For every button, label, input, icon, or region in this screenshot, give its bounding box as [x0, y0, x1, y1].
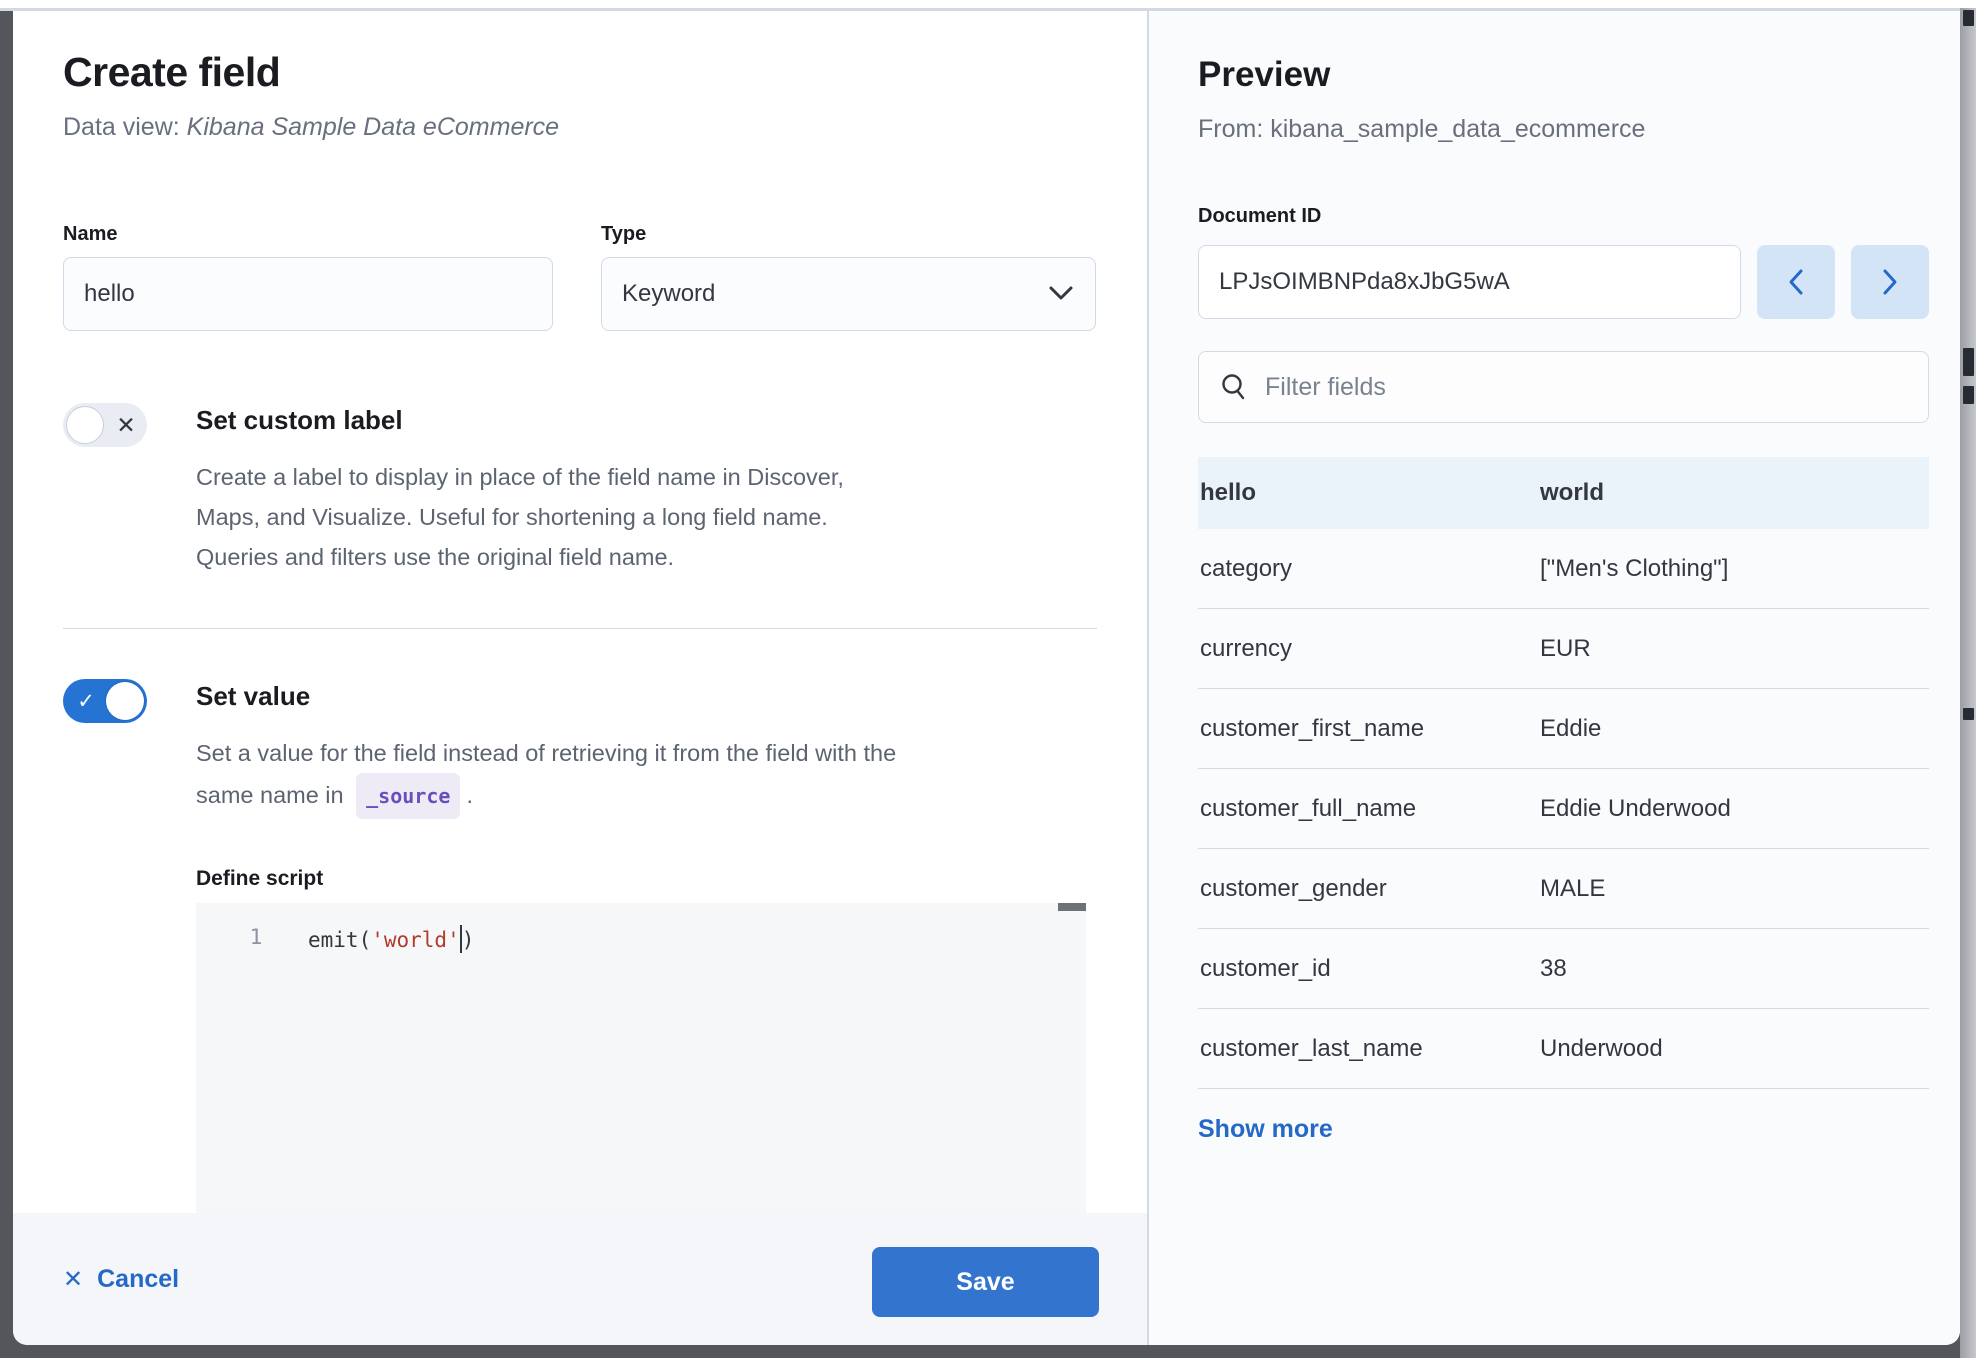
field-name: customer_id	[1200, 954, 1331, 982]
preview-panel: Preview From: kibana_sample_data_ecommer…	[1147, 11, 1960, 1345]
window-right-gutter	[1960, 8, 1976, 1358]
field-value: MALE	[1540, 874, 1606, 902]
filter-fields-box	[1198, 351, 1929, 423]
set-value-title: Set value	[196, 681, 311, 711]
gutter-mark	[1963, 10, 1974, 26]
table-row: customer_full_name Eddie Underwood	[1198, 769, 1929, 849]
filter-fields-input[interactable]	[1265, 372, 1908, 402]
cancel-label: Cancel	[97, 1264, 180, 1293]
field-value: EUR	[1540, 634, 1591, 662]
table-row: currency EUR	[1198, 609, 1929, 689]
chevron-left-icon	[1785, 268, 1807, 296]
create-field-flyout: Create field Data view: Kibana Sample Da…	[13, 11, 1960, 1345]
editor-scrollbar-thumb[interactable]	[1058, 903, 1086, 911]
header-value-cell: world	[1540, 479, 1604, 506]
cross-icon: ✕	[116, 411, 136, 438]
next-document-button[interactable]	[1851, 245, 1929, 319]
toggle-knob	[66, 406, 104, 444]
custom-label-title: Set custom label	[196, 405, 403, 435]
flyout-footer: ✕ Cancel Save	[13, 1213, 1147, 1345]
field-name: category	[1200, 554, 1293, 582]
data-view-subtitle: Data view: Kibana Sample Data eCommerce	[63, 113, 559, 142]
define-script-label: Define script	[196, 867, 324, 890]
field-value: Eddie Underwood	[1540, 794, 1731, 822]
table-row: customer_id 38	[1198, 929, 1929, 1009]
code-string-literal: 'world'	[371, 928, 460, 952]
table-row: category ["Men's Clothing"]	[1198, 529, 1929, 609]
toggle-knob	[106, 682, 144, 720]
gutter-mark	[1963, 386, 1974, 404]
field-editor-form: Create field Data view: Kibana Sample Da…	[13, 11, 1147, 1345]
chevron-right-icon	[1879, 268, 1901, 296]
check-icon: ✓	[77, 689, 95, 713]
field-name: customer_first_name	[1200, 714, 1425, 742]
type-label: Type	[601, 223, 647, 245]
preview-from-line: From: kibana_sample_data_ecommerce	[1198, 115, 1646, 143]
table-row: customer_last_name Underwood	[1198, 1009, 1929, 1089]
set-value-toggle[interactable]: ✓	[63, 679, 147, 723]
custom-label-toggle[interactable]: ✕	[63, 403, 147, 447]
data-view-prefix: Data view:	[63, 113, 187, 141]
field-value: ["Men's Clothing"]	[1540, 554, 1729, 582]
close-icon: ✕	[63, 1265, 84, 1293]
table-row: customer_first_name Eddie	[1198, 689, 1929, 769]
prev-document-button[interactable]	[1757, 245, 1835, 319]
gutter-mark	[1963, 348, 1974, 376]
script-code-editor[interactable]: 1 emit('world')	[196, 903, 1086, 1213]
custom-label-description: Create a label to display in place of th…	[196, 464, 844, 570]
save-button[interactable]: Save	[872, 1247, 1099, 1317]
set-value-desc-before: Set a value for the field instead of ret…	[196, 740, 897, 808]
preview-fields-table: hello world category ["Men's Clothing"] …	[1198, 457, 1929, 1144]
flyout-title: Create field	[63, 49, 281, 95]
type-select[interactable]: Keyword	[601, 257, 1096, 331]
section-divider	[63, 628, 1097, 629]
document-id-input[interactable]	[1198, 245, 1741, 319]
table-row: customer_gender MALE	[1198, 849, 1929, 929]
code-after: )	[461, 928, 475, 952]
type-select-value: Keyword	[622, 280, 716, 307]
field-name: currency	[1200, 634, 1293, 662]
header-field-cell: hello	[1200, 479, 1257, 506]
table-header-row: hello world	[1198, 457, 1929, 529]
document-id-label: Document ID	[1198, 205, 1322, 227]
editor-code-line: emit('world')	[308, 925, 474, 953]
gutter-mark	[1963, 708, 1974, 720]
field-value: Underwood	[1540, 1034, 1663, 1062]
code-before: emit(	[308, 928, 372, 952]
name-input[interactable]	[63, 257, 553, 331]
field-value: 38	[1540, 954, 1567, 982]
field-name: customer_gender	[1200, 874, 1387, 902]
editor-line-number: 1	[249, 925, 263, 949]
preview-title: Preview	[1198, 55, 1331, 94]
field-name: customer_full_name	[1200, 794, 1417, 822]
show-more-link[interactable]: Show more	[1198, 1115, 1333, 1143]
set-value-desc-after: .	[466, 782, 473, 808]
data-view-name: Kibana Sample Data eCommerce	[186, 113, 560, 141]
field-name: customer_last_name	[1200, 1034, 1423, 1062]
source-code-badge: _source	[356, 773, 461, 819]
chevron-down-icon	[1048, 284, 1074, 302]
search-icon	[1219, 372, 1249, 402]
flyout-top-border	[0, 8, 1976, 11]
text-cursor	[459, 925, 462, 953]
set-value-description: Set a value for the field instead of ret…	[196, 733, 901, 819]
top-strip	[0, 0, 1976, 8]
cancel-button[interactable]: ✕ Cancel	[63, 1265, 179, 1294]
name-label: Name	[63, 223, 118, 245]
field-value: Eddie	[1540, 714, 1602, 742]
